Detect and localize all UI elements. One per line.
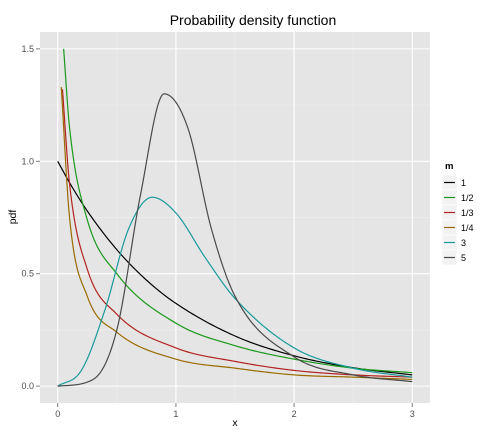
series-line-1 bbox=[57, 161, 413, 376]
y-tick-label: 1.5 bbox=[21, 44, 34, 54]
legend-label: 1 bbox=[461, 178, 466, 188]
legend-label: 1/2 bbox=[461, 193, 474, 203]
x-axis-title: x bbox=[232, 417, 238, 429]
major-gridlines bbox=[40, 32, 430, 403]
chart-title: Probability density function bbox=[170, 12, 337, 28]
y-axis-title: pdf bbox=[7, 210, 19, 225]
minor-gridlines bbox=[40, 32, 430, 403]
series-lines bbox=[57, 48, 413, 387]
legend-label: 1/3 bbox=[461, 208, 474, 218]
series-line-3 bbox=[57, 196, 413, 387]
series-line-5 bbox=[57, 93, 413, 387]
y-axis-ticks: 0.0 0.5 1.0 1.5 bbox=[21, 44, 40, 391]
y-tick-label: 0.5 bbox=[21, 269, 34, 279]
y-tick-label: 0.0 bbox=[21, 381, 34, 391]
legend-label: 1/4 bbox=[461, 223, 474, 233]
series-line-1-3 bbox=[61, 89, 413, 378]
series-line-1-4 bbox=[60, 87, 413, 380]
legend: m 1 1/2 1/3 1/4 3 5 bbox=[441, 161, 474, 266]
x-axis-ticks: 0 1 2 3 bbox=[55, 403, 415, 419]
legend-label: 3 bbox=[461, 238, 466, 248]
series-line-1-2 bbox=[63, 48, 413, 374]
x-tick-label: 2 bbox=[292, 409, 297, 419]
legend-title: m bbox=[445, 161, 453, 172]
y-tick-label: 1.0 bbox=[21, 156, 34, 166]
x-tick-label: 3 bbox=[410, 409, 415, 419]
legend-label: 5 bbox=[461, 253, 466, 263]
x-tick-label: 0 bbox=[55, 409, 60, 419]
x-tick-label: 1 bbox=[173, 409, 178, 419]
